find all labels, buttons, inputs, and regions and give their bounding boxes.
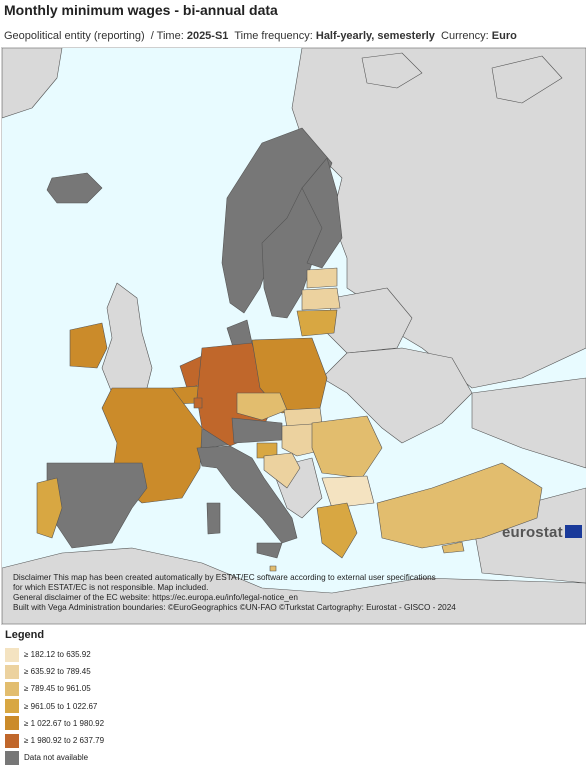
frequency-value[interactable]: Half-yearly, semesterly [315, 30, 435, 42]
eurostat-logo: eurostat [502, 524, 563, 541]
legend-item: ≥ 1 022.67 to 1 980.92 [5, 715, 104, 732]
legend-label: ≥ 182.12 to 635.92 [24, 650, 91, 660]
cyprus-region [441, 541, 465, 554]
legend-label: ≥ 789.45 to 961.05 [24, 684, 91, 694]
legend-item: ≥ 961.05 to 1 022.67 [5, 698, 104, 715]
czechia-region [236, 392, 288, 421]
legend-item: Data not available [5, 749, 104, 766]
ukraine-region [321, 347, 473, 444]
north-africa-region [2, 547, 586, 624]
sicily-region [256, 542, 283, 559]
legend-label: Data not available [24, 753, 89, 763]
bulgaria-region [321, 475, 375, 509]
legend-item: ≥ 182.12 to 635.92 [5, 646, 104, 663]
legend-swatch [5, 664, 19, 679]
disclaimer-line: for which ESTAT/EC is not responsible. M… [13, 583, 209, 592]
iceland-region [46, 172, 103, 204]
portugal-region [36, 477, 63, 539]
legend-swatch [5, 699, 19, 714]
legend-swatch [5, 681, 19, 696]
latvia-region [301, 287, 341, 311]
croatia-region [263, 452, 301, 489]
map-title: Monthly minimum wages - bi-annual data [4, 2, 278, 18]
greenland-region [2, 48, 63, 119]
map-canvas[interactable] [1, 47, 586, 625]
disclaimer-line: Disclaimer This map has been created aut… [13, 573, 436, 582]
novaya-zemlya-region [491, 55, 563, 104]
malta-region [269, 565, 277, 572]
legend-label: ≥ 1 022.67 to 1 980.92 [24, 718, 105, 728]
sardinia-region [206, 502, 221, 535]
currency-label: Currency: [441, 30, 489, 42]
ireland-region [69, 322, 108, 369]
legend-swatch [5, 733, 19, 748]
caucasus-region [471, 377, 586, 469]
legend-item: ≥ 635.92 to 789.45 [5, 663, 104, 680]
italy-region [196, 445, 298, 544]
legend-item: ≥ 789.45 to 961.05 [5, 680, 104, 697]
time-label: / Time: [150, 30, 184, 42]
eu-flag-icon [565, 525, 582, 538]
finland-region [301, 157, 343, 269]
geo-filter[interactable]: Geopolitical entity (reporting) [4, 30, 145, 42]
frequency-label: Time frequency: [234, 30, 313, 42]
europe-map [2, 48, 586, 624]
legend-label: ≥ 1 980.92 to 2 637.79 [24, 736, 105, 746]
greece-region [316, 502, 358, 559]
turkey-region [376, 462, 543, 549]
lithuania-region [296, 309, 338, 337]
filter-bar: Geopolitical entity (reporting) / Time: … [4, 30, 517, 42]
legend-swatch [5, 716, 19, 731]
luxembourg-region [193, 397, 203, 409]
estonia-region [306, 267, 338, 289]
legend-item: ≥ 1 980.92 to 2 637.79 [5, 732, 104, 749]
disclaimer-line: Built with Vega Administration boundarie… [13, 603, 456, 612]
legend-swatch [5, 647, 19, 662]
legend-label: ≥ 961.05 to 1 022.67 [24, 701, 98, 711]
legend-swatch [5, 750, 19, 765]
legend: ≥ 182.12 to 635.92 ≥ 635.92 to 789.45 ≥ … [5, 646, 104, 766]
currency-value[interactable]: Euro [491, 30, 517, 42]
legend-label: ≥ 635.92 to 789.45 [24, 667, 91, 677]
map-disclaimer: Disclaimer This map has been created aut… [13, 573, 585, 613]
svalbard-region [361, 52, 423, 89]
disclaimer-line: General disclaimer of the EC website: ht… [13, 593, 298, 602]
time-value[interactable]: 2025-S1 [186, 30, 229, 42]
legend-title: Legend [5, 629, 45, 641]
